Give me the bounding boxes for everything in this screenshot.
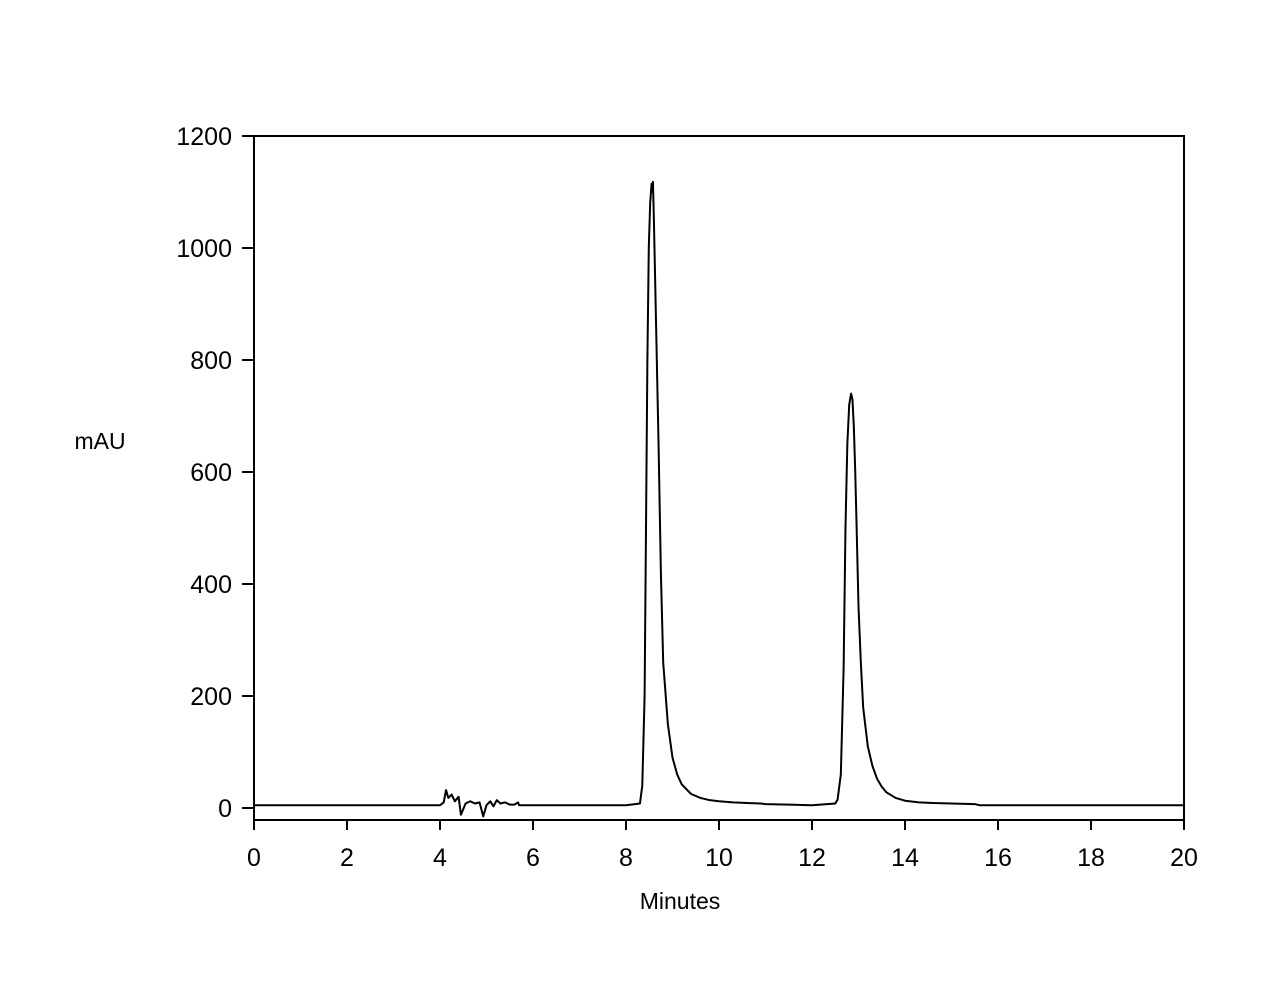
y-tick-label: 1000 [176,235,232,263]
x-tick-label: 8 [619,844,633,872]
x-tick-label: 4 [433,844,447,872]
x-tick-label: 18 [1077,844,1105,872]
x-tick-label: 14 [891,844,919,872]
x-axis-title: Minutes [640,888,721,914]
x-tick-label: 12 [798,844,826,872]
x-tick-label: 2 [340,844,354,872]
x-tick-label: 6 [526,844,540,872]
y-tick-label: 600 [190,459,232,487]
chromatogram-trace [254,180,1184,818]
x-axis: 0 2 4 6 8 10 12 14 16 18 20 [247,820,1198,872]
y-tick-label: 200 [190,683,232,711]
x-tick-label: 0 [247,844,261,872]
x-tick-label: 16 [984,844,1012,872]
x-tick-label: 20 [1170,844,1198,872]
y-axis-title: mAU [74,428,125,454]
x-tick-label: 10 [705,844,733,872]
plot-frame [253,135,1185,821]
y-tick-label: 1200 [176,123,232,151]
y-tick-label: 0 [218,795,232,823]
y-tick-label: 400 [190,571,232,599]
y-tick-label: 800 [190,347,232,375]
y-axis: 0 200 400 600 800 1000 1200 [176,123,254,823]
